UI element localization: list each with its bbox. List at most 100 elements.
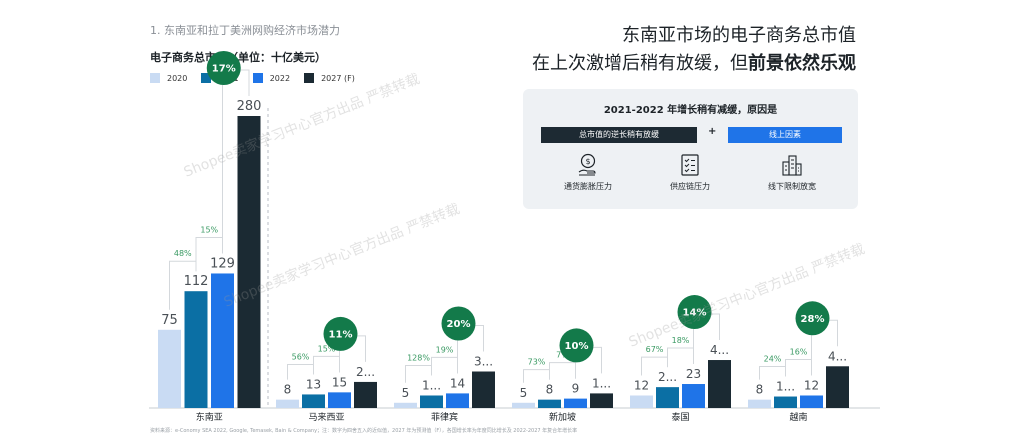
bar-1-3 <box>354 381 377 408</box>
bar-4-3 <box>708 360 731 408</box>
growth-label-0-0: 48% <box>174 249 192 258</box>
bar-3-1 <box>538 399 561 408</box>
growth-label-4-0: 67% <box>646 345 664 354</box>
bar-value-label-0-2: 129 <box>210 256 235 271</box>
growth-label-1-1: 15% <box>318 344 336 353</box>
legend-item-2022: 2022 <box>252 73 291 83</box>
growth-bracket-5-1 <box>785 358 812 377</box>
growth-label-5-0: 24% <box>764 355 782 364</box>
legend-swatch-2021 <box>201 73 212 83</box>
cagr-badge-3 <box>559 328 594 363</box>
svg-text:$: $ <box>585 157 590 166</box>
category-label-2: 菲律宾 <box>431 411 458 423</box>
bar-5-1 <box>774 396 797 408</box>
bar-2-2 <box>446 393 469 408</box>
legend-item-2027: 2027 (F) <box>304 73 355 83</box>
cagr-label-2: 20% <box>447 319 471 330</box>
checklist-icon <box>681 154 699 176</box>
bar-5-3 <box>826 366 849 408</box>
growth-bracket-5-0 <box>759 366 786 380</box>
legend-label-2027: 2027 (F) <box>321 73 355 83</box>
category-label-3: 新加坡 <box>549 411 576 423</box>
growth-bracket-2-1 <box>431 356 458 376</box>
bar-3-0 <box>512 402 535 408</box>
bar-value-label-1-3: 2... <box>356 365 375 379</box>
bar-value-label-3-1: 8 <box>546 383 554 397</box>
headline: 东南亚市场的电子商务总市值 在上次激增后稍有放缓，但前景依然乐观 <box>532 22 856 78</box>
legend-swatch-2027 <box>304 73 315 83</box>
bar-value-label-2-1: 1... <box>422 378 441 392</box>
growth-bracket-4-1 <box>667 347 694 368</box>
bar-value-label-2-3: 3... <box>474 355 493 369</box>
bar-1-2 <box>328 392 351 408</box>
factor-offline-label: 线下限制放宽 <box>768 182 816 191</box>
cagr-badge-5 <box>795 301 830 336</box>
factor-supply-chain-label: 供应链压力 <box>670 182 710 191</box>
bar-0-1 <box>184 291 208 408</box>
legend-swatch-2020 <box>150 73 160 83</box>
legend-item-2020: 2020 <box>150 73 187 83</box>
bar-value-label-4-2: 23 <box>686 367 701 381</box>
cagr-label-5: 28% <box>801 314 825 325</box>
bar-5-2 <box>800 395 823 408</box>
info-panel: 2021-2022 年增长稍有减缓，原因是 总市值的逆长稍有放缓 + 线上因素 … <box>523 89 858 209</box>
bar-3-2 <box>564 398 587 408</box>
bar-0-0 <box>158 329 181 408</box>
category-label-5: 越南 <box>789 411 807 423</box>
cagr-badge-0 <box>206 51 241 85</box>
cagr-badge-1 <box>323 316 358 351</box>
bar-2-1 <box>420 395 443 408</box>
bar-2-0 <box>394 402 417 408</box>
cagr-label-0: 17% <box>212 64 236 75</box>
panel-title: 2021-2022 年增长稍有减缓，原因是 <box>603 105 778 116</box>
cagr-label-3: 10% <box>565 341 589 352</box>
category-label-0: 东南亚 <box>196 411 223 423</box>
growth-label-1-0: 56% <box>292 352 310 361</box>
bar-0-2 <box>211 273 234 408</box>
bar-value-label-0-1: 112 <box>184 274 209 289</box>
bar-2-3 <box>472 371 495 408</box>
buildings-icon <box>782 155 802 176</box>
bar-value-label-1-0: 8 <box>284 383 292 397</box>
bar-value-label-3-0: 5 <box>520 386 528 400</box>
cagr-label-1: 11% <box>329 329 353 340</box>
growth-label-2-1: 19% <box>436 345 454 354</box>
bar-value-label-5-0: 8 <box>756 383 764 397</box>
bar-1-1 <box>302 394 325 408</box>
category-label-4: 泰国 <box>671 411 689 423</box>
bar-1-0 <box>276 399 299 408</box>
cagr-badge-4 <box>677 295 712 330</box>
headline-line-2: 在上次激增后稍有放缓，但前景依然乐观 <box>532 50 856 78</box>
bar-0-3 <box>237 116 261 408</box>
chart-title: 电子商务总市值（单位：十亿美元） <box>150 51 326 64</box>
bar-value-label-4-3: 4... <box>710 343 729 357</box>
growth-label-4-1: 18% <box>672 336 690 345</box>
headline-line-2-prefix: 在上次激增后稍有放缓，但 <box>532 53 748 74</box>
bar-value-label-1-1: 13 <box>306 377 321 391</box>
growth-label-3-0: 73% <box>528 358 546 367</box>
bar-value-label-2-0: 5 <box>402 386 410 400</box>
bar-value-label-0-0: 75 <box>161 313 178 328</box>
legend-label-2022: 2022 <box>269 73 291 83</box>
bar-value-label-2-2: 14 <box>450 376 465 390</box>
footnote: 资料来源：e-Conomy SEA 2022, Google, Temasek,… <box>150 428 578 434</box>
factor-supply-chain: 供应链压力 <box>635 153 745 192</box>
bar-value-label-3-3: 1... <box>592 376 611 390</box>
growth-bracket-3-0 <box>523 369 550 383</box>
bar-value-label-5-3: 4... <box>828 349 847 363</box>
bar-5-0 <box>748 399 771 408</box>
cagr-label-4: 14% <box>683 308 707 319</box>
growth-bracket-1-1 <box>313 355 340 375</box>
bar-4-2 <box>682 384 705 408</box>
bar-value-label-4-0: 12 <box>634 378 649 392</box>
factor-inflation-label: 通货膨胀压力 <box>564 182 612 191</box>
bar-3-3 <box>590 393 613 408</box>
bar-4-0 <box>630 395 653 408</box>
legend-swatch-2022 <box>252 73 263 83</box>
cagr-badge-2 <box>441 306 476 341</box>
plus-sign: + <box>708 126 717 137</box>
money-hand-icon: $ <box>578 153 596 176</box>
legend-label-2020: 2020 <box>167 73 188 83</box>
bar-value-label-5-2: 12 <box>804 378 819 392</box>
